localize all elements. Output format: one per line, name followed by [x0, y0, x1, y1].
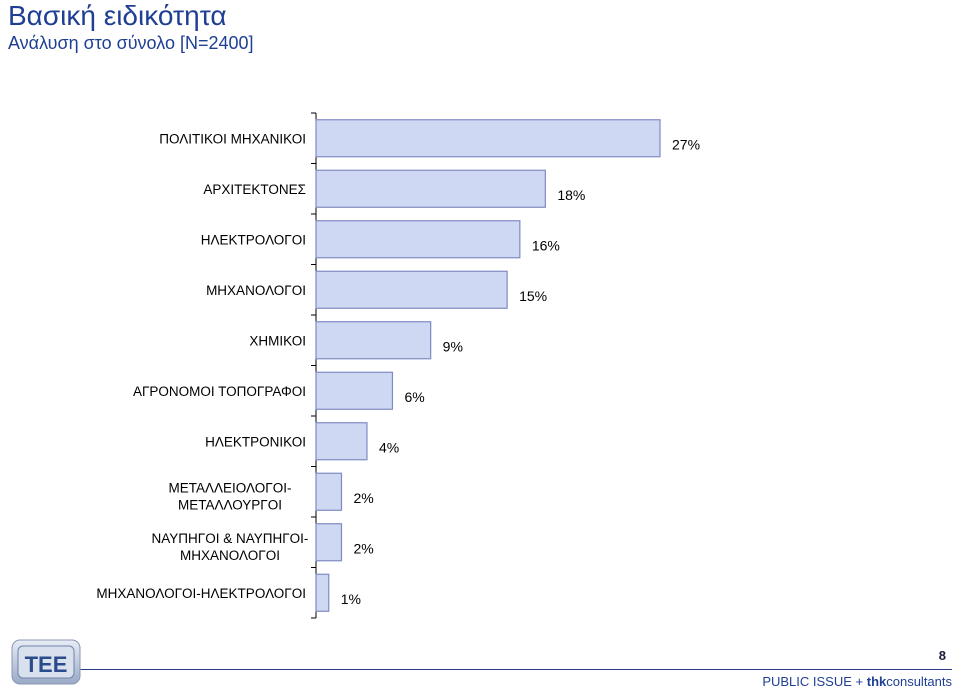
data-label: 2%: [353, 540, 373, 556]
category-label: ΜΕΤΑΛΛΟΥΡΓΟΙ: [178, 497, 282, 512]
bar: [315, 169, 546, 208]
bar: [315, 422, 368, 461]
data-label: 1%: [341, 591, 361, 607]
category-label: ΜΗΧΑΝΟΛΟΓΟΙ-ΗΛΕΚΤΡΟΛΟΓΟΙ: [96, 586, 306, 601]
page-number: 8: [938, 648, 946, 663]
category-label: ΜΕΤΑΛΛΕΙΟΛΟΓΟΙ-: [169, 480, 292, 495]
category-label: ΗΛΕΚΤΡΟΝΙΚΟΙ: [205, 434, 306, 449]
category-label: ΜΗΧΑΝΟΛΟΓΟΙ: [206, 283, 306, 298]
bar: [315, 220, 521, 259]
bar: [315, 270, 508, 309]
footer-credits-bold: thk: [866, 674, 887, 689]
footer-credits-right: consultants: [886, 674, 952, 689]
footer-credits-left: PUBLIC ISSUE +: [762, 674, 867, 689]
data-label: 9%: [443, 338, 463, 354]
data-label: 18%: [557, 187, 585, 203]
footer-divider: [58, 669, 952, 670]
tee-logo-icon: TEE: [11, 639, 81, 685]
data-label: 16%: [532, 237, 560, 253]
category-label: ΜΗΧΑΝΟΛΟΓΟΙ: [180, 548, 280, 563]
data-label: 27%: [672, 136, 700, 152]
bar: [315, 321, 432, 360]
category-label: ΑΡΧΙΤΕΚΤΟΝΕΣ: [203, 182, 306, 197]
data-label: 6%: [404, 389, 424, 405]
chart-subtitle: Ανάλυση στο σύνολο [N=2400]: [8, 33, 254, 53]
category-label: ΑΓΡΟΝΟΜΟΙ ΤΟΠΟΓΡΑΦΟΙ: [133, 384, 306, 399]
bar: [315, 371, 394, 410]
data-label: 15%: [519, 288, 547, 304]
data-label: 4%: [379, 439, 399, 455]
bar-chart: 27% ΠΟΛΙΤΙΚΟΙ ΜΗΧΑΝΙΚΟΙ 18% ΑΡΧΙΤΕΚΤΟΝΕΣ 16%…: [96, 112, 700, 619]
data-label: 2%: [353, 490, 373, 506]
bar: [315, 472, 343, 511]
bar: [315, 573, 330, 612]
category-label: ΝΑΥΠΗΓΟΙ & ΝΑΥΠΗΓΟΙ-: [152, 531, 309, 546]
category-label: ΠΟΛΙΤΙΚΟΙ ΜΗΧΑΝΙΚΟΙ: [159, 131, 306, 146]
bar: [315, 119, 661, 158]
logo-letters: TEE: [25, 652, 68, 677]
footer-credits: PUBLIC ISSUE + thkconsultants: [762, 674, 952, 689]
category-label: ΧΗΜΙΚΟΙ: [249, 333, 306, 348]
category-label: ΗΛΕΚΤΡΟΛΟΓΟΙ: [201, 232, 306, 247]
bar: [315, 523, 343, 562]
chart-title: Βασική ειδικότητα: [8, 0, 227, 31]
